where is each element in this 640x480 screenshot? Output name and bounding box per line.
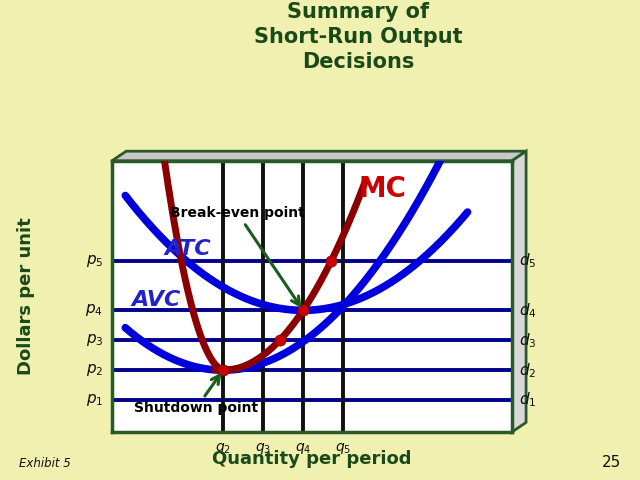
Text: Quantity per period: Quantity per period: [212, 450, 412, 468]
Text: $p_3$: $p_3$: [86, 332, 103, 348]
Text: $p_2$: $p_2$: [86, 362, 103, 378]
Text: Shutdown point: Shutdown point: [134, 375, 259, 415]
Text: $p_1$: $p_1$: [86, 392, 103, 408]
Text: ATC: ATC: [164, 239, 211, 259]
Text: MC: MC: [358, 175, 406, 203]
Text: Exhibit 5: Exhibit 5: [19, 457, 71, 470]
Text: $d_3$: $d_3$: [518, 331, 536, 349]
Text: $q_5$: $q_5$: [335, 441, 351, 456]
Text: $q_2$: $q_2$: [215, 441, 231, 456]
Text: $d_2$: $d_2$: [518, 361, 536, 380]
Text: 25: 25: [602, 456, 621, 470]
Text: $q_3$: $q_3$: [255, 441, 271, 456]
Text: $p_5$: $p_5$: [86, 252, 103, 268]
Text: $d_4$: $d_4$: [518, 301, 536, 320]
Text: Summary of
Short-Run Output
Decisions: Summary of Short-Run Output Decisions: [254, 2, 463, 72]
Text: AVC: AVC: [132, 290, 181, 311]
Text: Dollars per unit: Dollars per unit: [17, 217, 35, 375]
Text: $d_5$: $d_5$: [518, 251, 536, 270]
Text: $d_1$: $d_1$: [518, 391, 536, 409]
Text: Break-even point: Break-even point: [170, 205, 305, 305]
Text: $p_4$: $p_4$: [85, 302, 103, 318]
Text: $q_4$: $q_4$: [295, 441, 311, 456]
